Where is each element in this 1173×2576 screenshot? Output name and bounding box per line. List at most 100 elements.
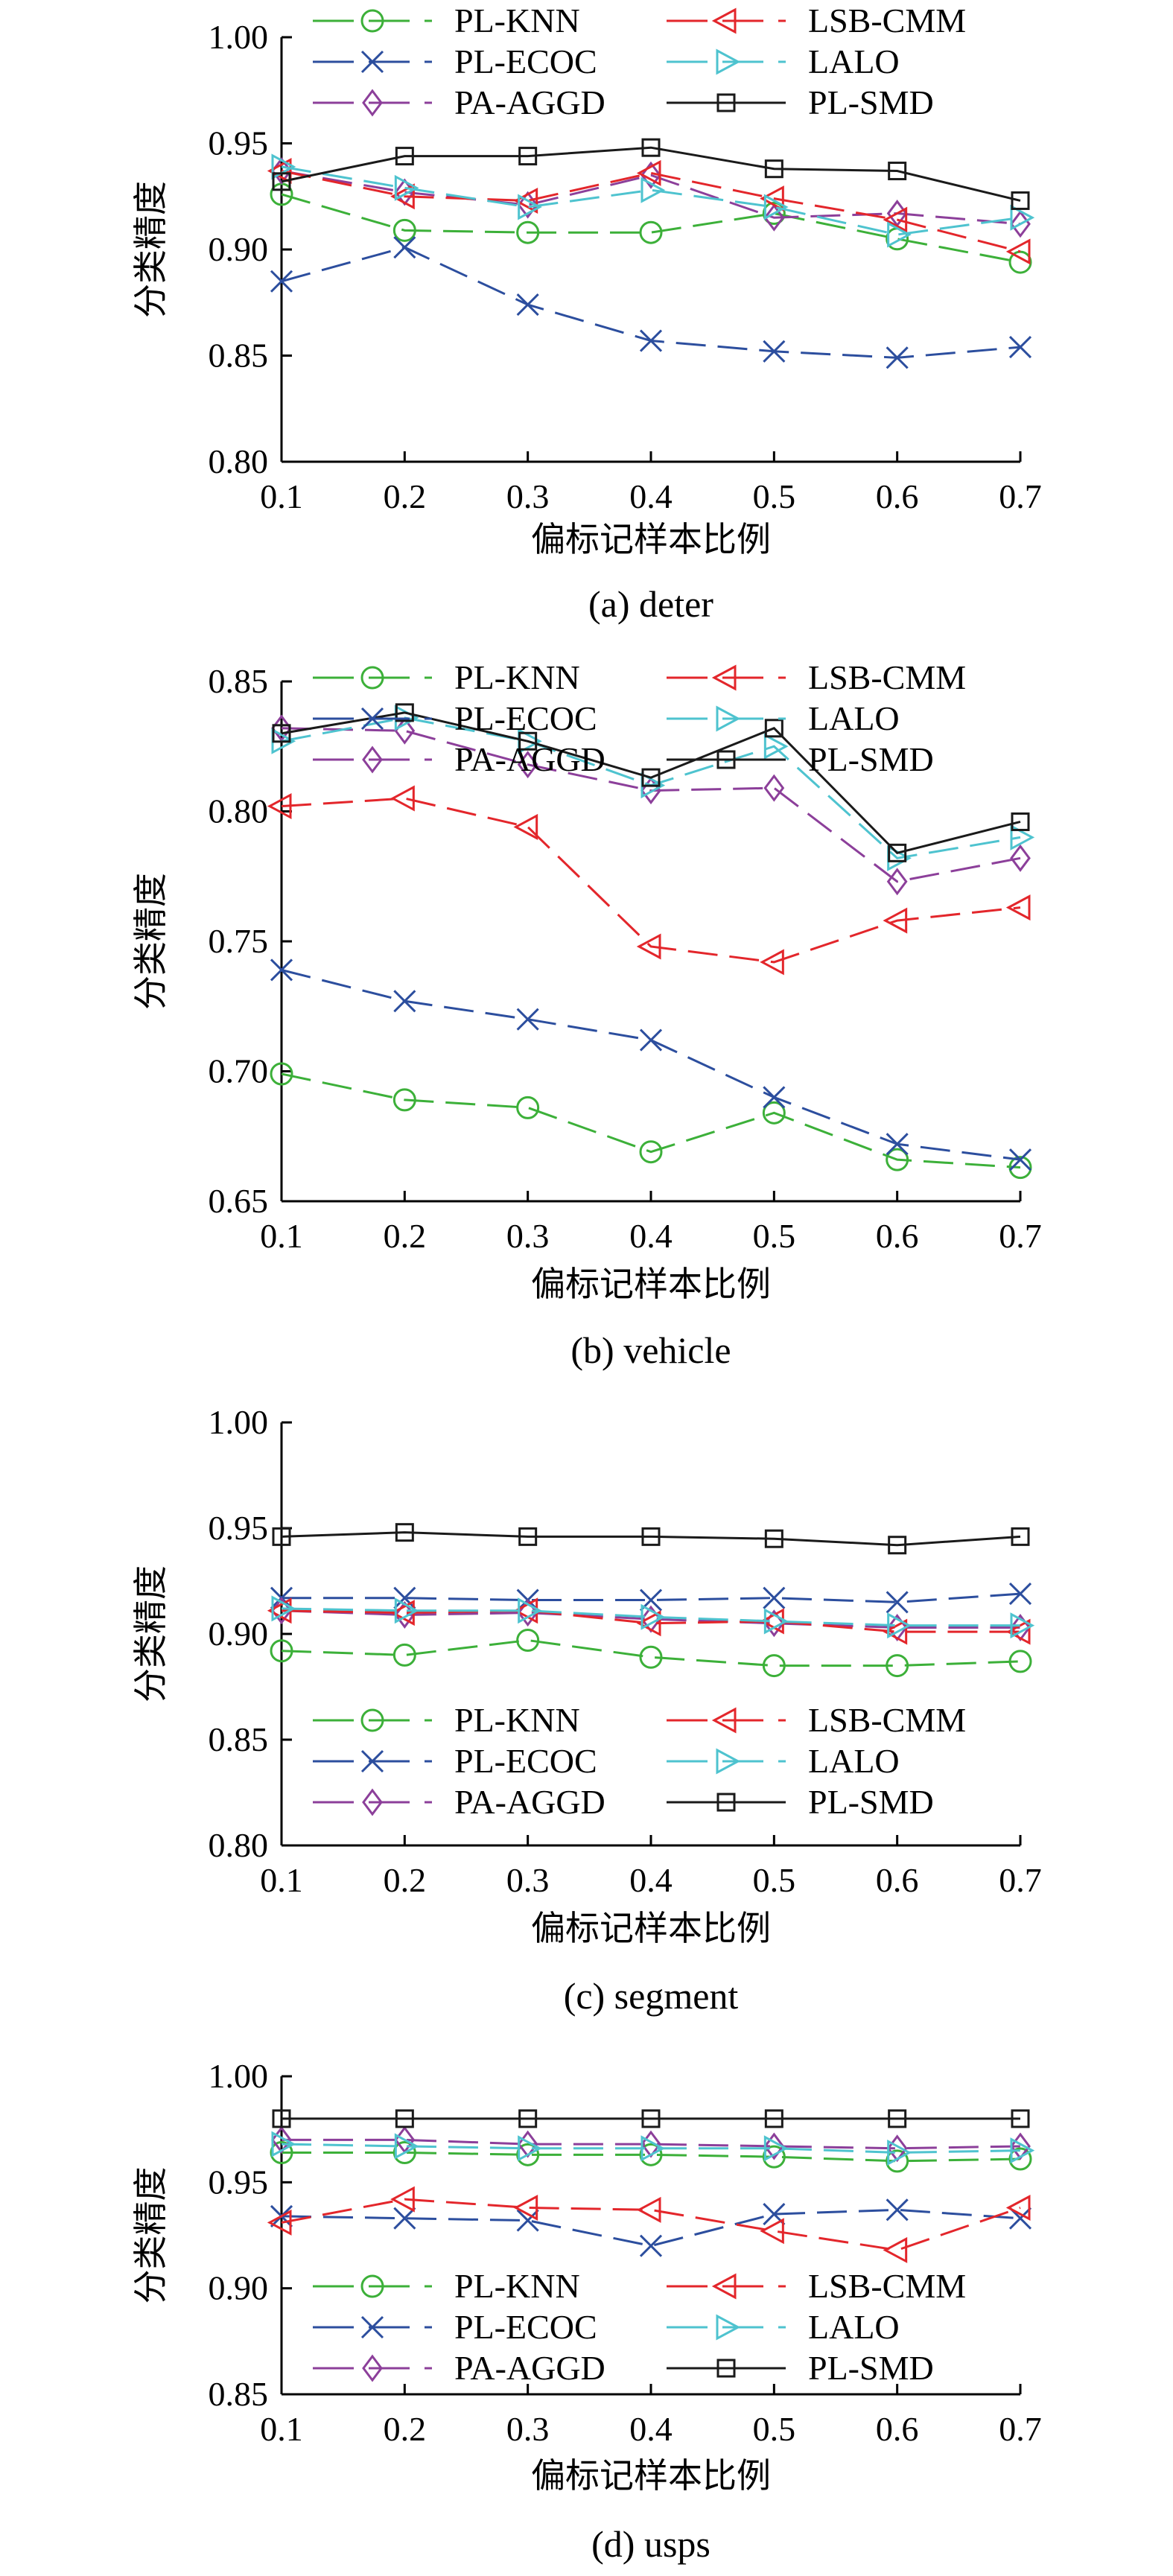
data-point <box>1010 844 1031 872</box>
series-line <box>281 1072 1021 1169</box>
data-point <box>516 293 539 317</box>
series-lsb-cmm <box>267 785 1031 976</box>
data-point <box>518 2135 542 2162</box>
data-point <box>394 1597 419 1624</box>
series-line <box>281 1639 1021 1667</box>
series-pa-aggd <box>271 1597 1031 1641</box>
data-point <box>513 2194 538 2221</box>
data-point <box>392 1088 416 1112</box>
data-point <box>763 1586 786 1609</box>
x-tick-label: 0.5 <box>753 477 796 515</box>
x-tick-label: 0.1 <box>260 477 303 515</box>
data-point <box>1008 336 1032 359</box>
data-point <box>392 1643 416 1667</box>
data-point <box>883 2236 908 2263</box>
x-tick-label: 0.5 <box>753 2410 796 2448</box>
data-point <box>641 1527 661 1546</box>
x-tick-label: 0.2 <box>384 2410 427 2448</box>
legend-label: PL-ECOC <box>454 42 597 80</box>
data-point <box>270 958 293 982</box>
y-tick-label: 0.85 <box>209 662 269 700</box>
data-point <box>639 220 663 244</box>
data-point <box>639 1028 663 1052</box>
legend-marker <box>362 89 383 117</box>
data-point <box>1010 824 1035 850</box>
x-tick-label: 0.3 <box>506 1217 550 1255</box>
data-point <box>518 731 538 751</box>
chart-3: 0.80 0.85 0.90 0.95 1.00 0.1 0.2 0.3 0.4 0.5 0.6 0.… <box>132 1403 1042 2017</box>
legend-marker <box>360 1708 384 1732</box>
legend-label: PL-KNN <box>454 2267 580 2305</box>
data-point <box>516 1008 539 1031</box>
y-axis-label: 分类精度 <box>132 2167 170 2304</box>
legend-marker <box>711 2273 737 2300</box>
series-pl-ecoc <box>270 2198 1032 2257</box>
data-point <box>763 203 785 232</box>
data-point <box>270 1639 293 1663</box>
data-point <box>888 1536 907 1555</box>
legend-label: PL-SMD <box>808 740 934 778</box>
chart-caption: (a) deter <box>588 583 713 625</box>
y-tick-label: 0.80 <box>209 442 269 480</box>
legend-label: PL-SMD <box>808 83 934 121</box>
data-point <box>1008 250 1032 274</box>
y-tick-label: 0.95 <box>209 2163 269 2201</box>
y-tick-label: 1.00 <box>209 2057 269 2095</box>
data-point <box>1008 1582 1032 1606</box>
data-point <box>640 1605 661 1633</box>
legend-label: PL-ECOC <box>454 1742 597 1780</box>
data-point <box>395 703 414 722</box>
data-point <box>636 1610 661 1637</box>
data-point <box>764 2109 783 2128</box>
data-point <box>636 933 661 960</box>
x-tick-label: 0.4 <box>629 477 673 515</box>
data-point <box>518 2109 538 2128</box>
chart-1: 0.80 0.85 0.90 0.95 1.00 0.1 0.2 0.3 0.4 0.5 0.6 0.… <box>132 1 1042 625</box>
series-line <box>281 716 1021 859</box>
series-lalo <box>271 2131 1035 2166</box>
data-point <box>270 2140 293 2164</box>
data-point <box>395 2109 414 2128</box>
x-tick-label: 0.6 <box>876 477 919 515</box>
data-point <box>516 2209 539 2232</box>
data-point <box>640 2135 666 2162</box>
series-pl-knn <box>270 1062 1032 1180</box>
data-point <box>518 1597 542 1624</box>
legend-marker <box>716 750 736 769</box>
legend-label: PA-AGGD <box>454 2349 605 2387</box>
data-point <box>639 1645 663 1669</box>
data-point <box>760 949 784 976</box>
data-point <box>640 2130 661 2158</box>
data-point <box>763 194 789 220</box>
data-point <box>271 2131 296 2157</box>
series-lsb-cmm <box>267 1597 1031 1645</box>
data-point <box>886 346 909 369</box>
data-point <box>270 1062 293 1086</box>
data-point <box>888 2109 907 2128</box>
y-tick-label: 0.70 <box>209 1052 269 1090</box>
x-tick-label: 0.1 <box>260 1217 303 1255</box>
data-point <box>271 1595 296 1622</box>
data-point <box>641 2109 661 2128</box>
data-point <box>640 176 666 203</box>
data-point <box>272 1527 291 1546</box>
legend-label: PL-KNN <box>454 658 580 696</box>
chart-caption: (b) vehicle <box>570 1329 731 1371</box>
data-point <box>762 1101 786 1125</box>
data-point <box>1010 1613 1031 1641</box>
series-pa-aggd <box>271 2125 1031 2163</box>
series-line <box>281 193 1021 264</box>
y-axis-label: 分类精度 <box>132 181 170 318</box>
data-point <box>1011 191 1030 210</box>
series-pl-ecoc <box>270 236 1032 369</box>
series-lalo <box>271 153 1035 248</box>
data-point <box>763 733 789 760</box>
y-tick-label: 1.00 <box>209 18 269 56</box>
legend-marker <box>716 2359 736 2378</box>
data-point <box>1010 2132 1031 2160</box>
data-point <box>272 724 291 743</box>
series-lalo <box>271 1595 1035 1639</box>
data-point <box>272 2109 291 2128</box>
